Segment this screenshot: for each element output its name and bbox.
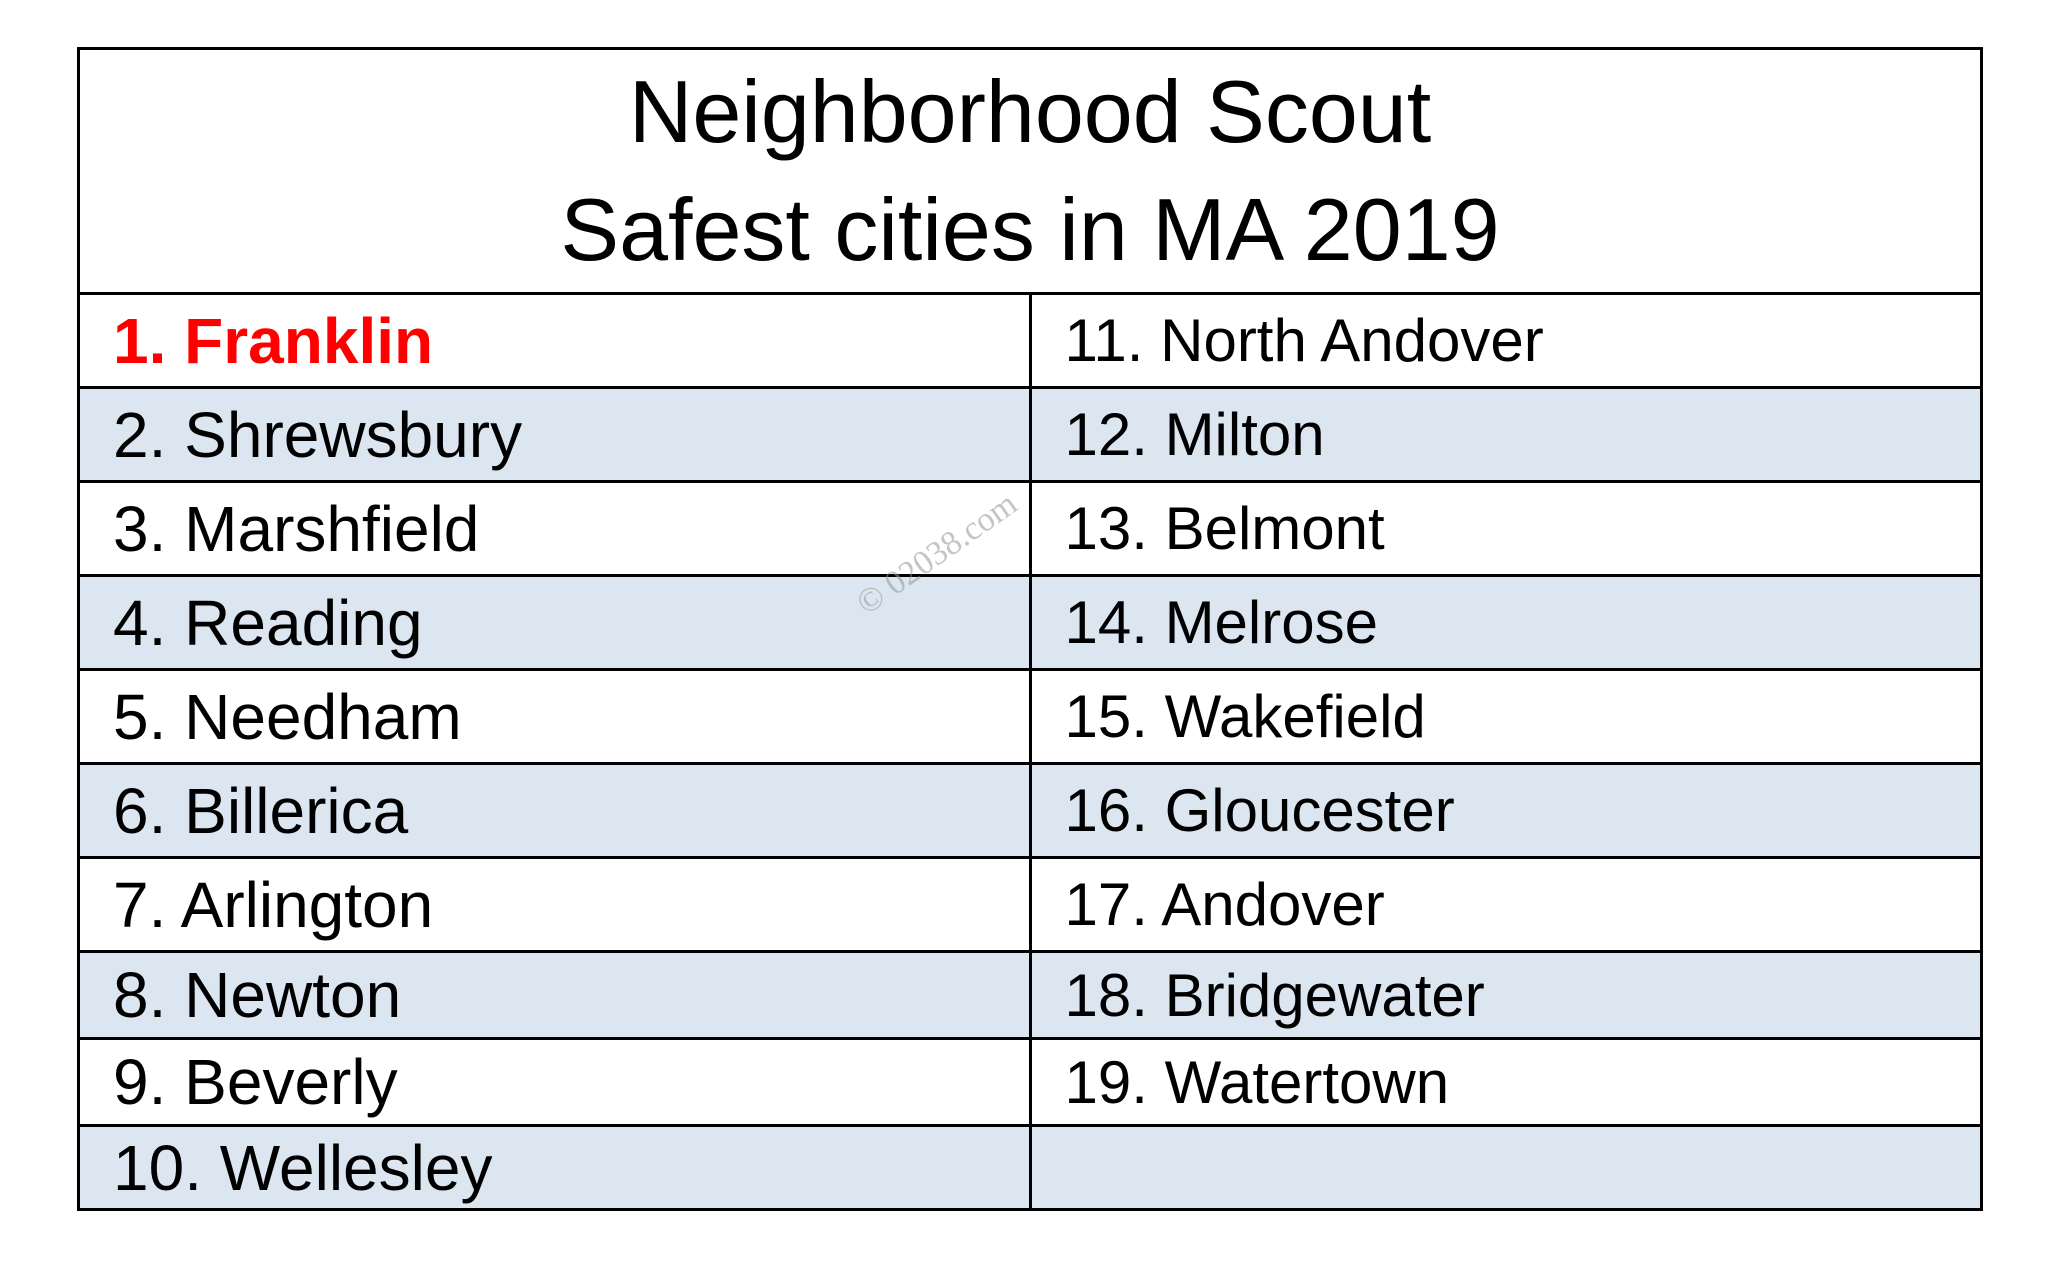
table-row: 6. Billerica xyxy=(80,765,1029,859)
table-row: 16. Gloucester xyxy=(1031,765,1980,859)
ranking-grid: 1. Franklin 2. Shrewsbury 3. Marshfield … xyxy=(80,295,1980,1208)
table-row: 9. Beverly xyxy=(80,1040,1029,1127)
table-row: 8. Newton xyxy=(80,953,1029,1040)
ranking-table: Neighborhood Scout Safest cities in MA 2… xyxy=(77,47,1983,1211)
title-line-2: Safest cities in MA 2019 xyxy=(560,180,1500,279)
right-column: 11. North Andover 12. Milton 13. Belmont… xyxy=(1031,295,1980,1208)
table-row: 13. Belmont xyxy=(1031,483,1980,577)
table-row: 4. Reading xyxy=(80,577,1029,671)
table-row: 19. Watertown xyxy=(1031,1040,1980,1127)
table-row: 7. Arlington xyxy=(80,859,1029,953)
table-row: 5. Needham xyxy=(80,671,1029,765)
table-row: 12. Milton xyxy=(1031,389,1980,483)
table-row: 11. North Andover xyxy=(1031,295,1980,389)
table-row: 3. Marshfield xyxy=(80,483,1029,577)
left-column: 1. Franklin 2. Shrewsbury 3. Marshfield … xyxy=(80,295,1032,1208)
table-row: 10. Wellesley xyxy=(80,1127,1029,1208)
table-row: 18. Bridgewater xyxy=(1031,953,1980,1040)
table-row: 15. Wakefield xyxy=(1031,671,1980,765)
table-row: 17. Andover xyxy=(1031,859,1980,953)
title-line-1: Neighborhood Scout xyxy=(628,62,1432,161)
table-row: 1. Franklin xyxy=(80,295,1029,389)
table-title: Neighborhood Scout Safest cities in MA 2… xyxy=(80,50,1980,295)
table-row: 14. Melrose xyxy=(1031,577,1980,671)
table-row: 2. Shrewsbury xyxy=(80,389,1029,483)
table-row xyxy=(1031,1127,1980,1208)
